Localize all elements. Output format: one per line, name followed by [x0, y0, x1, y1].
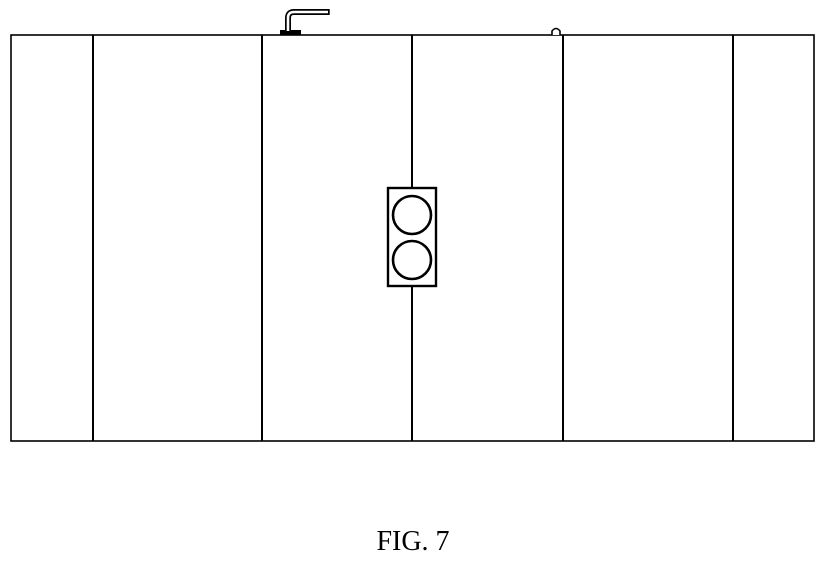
- top-nozzle: [552, 29, 560, 36]
- central-connector-box: [388, 188, 436, 286]
- figure-caption: FIG. 7: [0, 528, 826, 556]
- pipe-fitting: [280, 9, 329, 35]
